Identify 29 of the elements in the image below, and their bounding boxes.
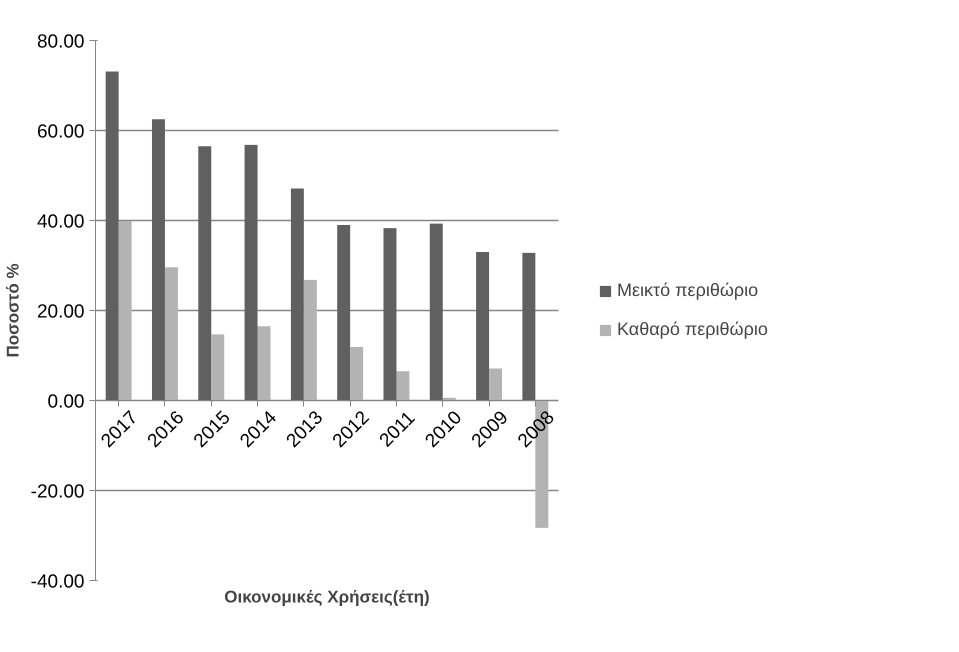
bar (396, 371, 410, 400)
y-tick-label: 0.00 (48, 392, 85, 412)
y-tick-label: 60.00 (36, 122, 84, 142)
bar (290, 188, 304, 400)
bar (211, 334, 224, 400)
y-tick-label: 40.00 (36, 212, 84, 232)
bar (106, 72, 119, 400)
y-tick-label: -40.00 (30, 572, 84, 592)
bar (476, 252, 490, 400)
bar (383, 228, 396, 400)
legend-label: Μεικτό περιθώριο (617, 280, 758, 301)
y-tick-label: 20.00 (36, 302, 84, 322)
legend-label: Καθαρό περιθώριο (617, 319, 768, 340)
y-tick-label: -20.00 (30, 482, 84, 502)
y-tick-label: 80.00 (36, 32, 84, 52)
bar (198, 146, 212, 400)
bar (244, 144, 258, 400)
bar (164, 267, 178, 400)
x-axis-title: Οικονομικές Χρήσεις(έτη) (224, 588, 430, 606)
bar (522, 252, 536, 400)
bar (304, 280, 317, 400)
bar (489, 368, 502, 400)
bar (152, 119, 165, 400)
bar (430, 224, 443, 400)
y-axis-title: Ποσοστό % (4, 263, 23, 358)
bar (337, 225, 350, 400)
bar (258, 326, 271, 400)
bar (118, 220, 132, 400)
bar (350, 346, 364, 400)
